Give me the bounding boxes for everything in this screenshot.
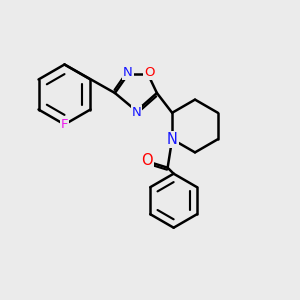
Text: N: N [132,106,141,119]
Text: N: N [123,66,133,79]
Text: N: N [167,132,178,147]
Text: F: F [61,118,68,131]
Text: O: O [144,66,155,79]
Text: O: O [141,153,152,168]
